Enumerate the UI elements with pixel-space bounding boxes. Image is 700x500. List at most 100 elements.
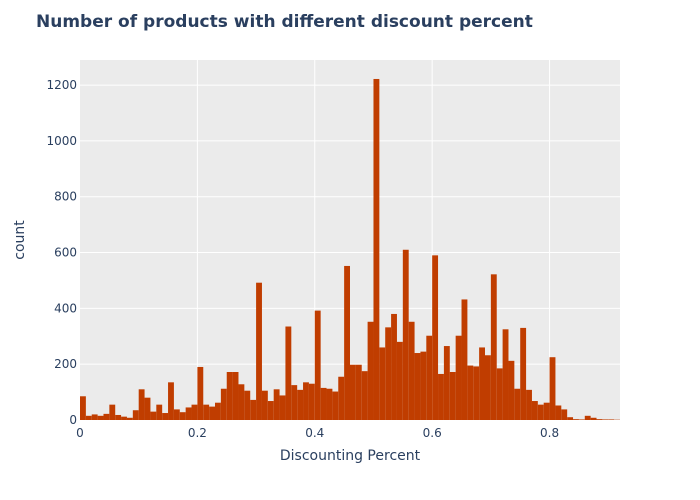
histogram-bar — [438, 373, 444, 420]
y-tick-label: 0 — [69, 413, 77, 427]
x-tick-label: 0.8 — [540, 426, 559, 440]
histogram-bar — [232, 372, 239, 420]
histogram-bar — [502, 329, 509, 420]
histogram-bar — [537, 404, 544, 420]
y-tick-label: 400 — [54, 301, 77, 315]
histogram-bar — [279, 395, 286, 420]
histogram-bar — [608, 419, 615, 420]
histogram-bar — [80, 396, 86, 420]
histogram-bar — [567, 417, 574, 420]
x-tick-label: 0.2 — [188, 426, 207, 440]
histogram-bar — [256, 282, 262, 420]
y-axis-title: count — [12, 220, 28, 260]
histogram-bar — [391, 313, 397, 420]
histogram-bar — [584, 415, 591, 420]
histogram-bar — [138, 389, 145, 420]
histogram-bar — [479, 347, 485, 420]
histogram-bar — [590, 417, 597, 420]
histogram-bar — [291, 385, 298, 420]
histogram-bar — [162, 413, 169, 420]
histogram-bar — [344, 265, 350, 420]
x-tick-label: 0 — [76, 426, 84, 440]
histogram-bar — [561, 409, 568, 420]
histogram-bar — [273, 389, 280, 420]
histogram-bar — [244, 390, 251, 420]
histogram-bar — [132, 410, 139, 420]
histogram-bar — [238, 384, 245, 420]
histogram-bar — [414, 353, 421, 420]
histogram-bar — [121, 416, 127, 420]
histogram-bar — [320, 387, 327, 420]
histogram-bar — [426, 335, 433, 420]
histogram-bar — [144, 397, 151, 420]
histogram-bar — [303, 382, 309, 420]
histogram-bar — [408, 321, 415, 420]
histogram-bar — [578, 419, 585, 420]
histogram-bar — [267, 401, 274, 420]
histogram-bar — [602, 419, 609, 420]
histogram-bar — [461, 299, 468, 420]
x-tick-label: 0.6 — [423, 426, 442, 440]
histogram-bar — [85, 415, 92, 420]
histogram-bar — [514, 388, 521, 420]
y-tick-label: 600 — [54, 246, 77, 260]
histogram-bar — [355, 364, 362, 420]
histogram-bar — [103, 413, 110, 420]
y-tick-label: 1200 — [46, 78, 77, 92]
histogram-bar — [150, 411, 157, 420]
histogram-bar — [185, 407, 192, 420]
histogram-bar — [555, 405, 562, 420]
histogram-bar — [168, 382, 174, 420]
y-tick-label: 1000 — [46, 134, 77, 148]
histogram-bar — [490, 274, 497, 420]
histogram-bar — [508, 360, 515, 420]
histogram-bar — [314, 310, 321, 420]
y-tick-label: 800 — [54, 190, 77, 204]
histogram-bar — [261, 390, 268, 420]
histogram-bar — [350, 364, 356, 420]
histogram-bar — [520, 327, 527, 420]
histogram-bar — [338, 376, 345, 420]
histogram-bar — [367, 321, 374, 420]
histogram-bar — [308, 383, 315, 420]
x-axis-title: Discounting Percent — [280, 448, 421, 464]
histogram-bar — [531, 401, 538, 420]
histogram-bar — [443, 346, 450, 420]
histogram-bar — [573, 419, 579, 420]
histogram-bar — [115, 414, 122, 420]
histogram-bar — [126, 417, 133, 420]
histogram-bar — [156, 404, 163, 420]
histogram-bar — [109, 404, 116, 420]
histogram-bar — [467, 365, 474, 420]
x-axis-ticks: 0 0.2 0.4 0.6 0.8 — [76, 426, 559, 440]
histogram-bar — [332, 391, 339, 420]
histogram-bar — [373, 78, 380, 420]
histogram-bar — [97, 415, 104, 420]
histogram-bar — [485, 355, 491, 420]
histogram-bar — [179, 412, 186, 420]
histogram-bar — [285, 326, 292, 420]
histogram-bar — [326, 388, 333, 420]
histogram-bar — [549, 357, 556, 420]
histogram-bar — [543, 402, 550, 420]
histogram-bar — [197, 366, 204, 420]
histogram-bar — [250, 399, 257, 420]
histogram-bar — [420, 351, 427, 420]
histogram-bar — [297, 389, 304, 420]
histogram-bar — [191, 404, 198, 420]
histogram-bar — [449, 372, 456, 420]
histogram-bar — [596, 419, 603, 420]
histogram-bar — [496, 368, 503, 420]
histogram-bar — [379, 347, 386, 420]
histogram-bar — [396, 341, 403, 420]
histogram-bar — [432, 255, 439, 420]
x-tick-label: 0.4 — [305, 426, 324, 440]
histogram-bar — [226, 372, 233, 420]
histogram-bar — [220, 388, 227, 420]
histogram-bar — [361, 371, 368, 420]
histogram-bar — [402, 249, 409, 420]
histogram-bar — [91, 414, 98, 420]
histogram-bar — [385, 327, 392, 420]
histogram-bar — [209, 406, 215, 420]
histogram-bar — [203, 404, 210, 420]
